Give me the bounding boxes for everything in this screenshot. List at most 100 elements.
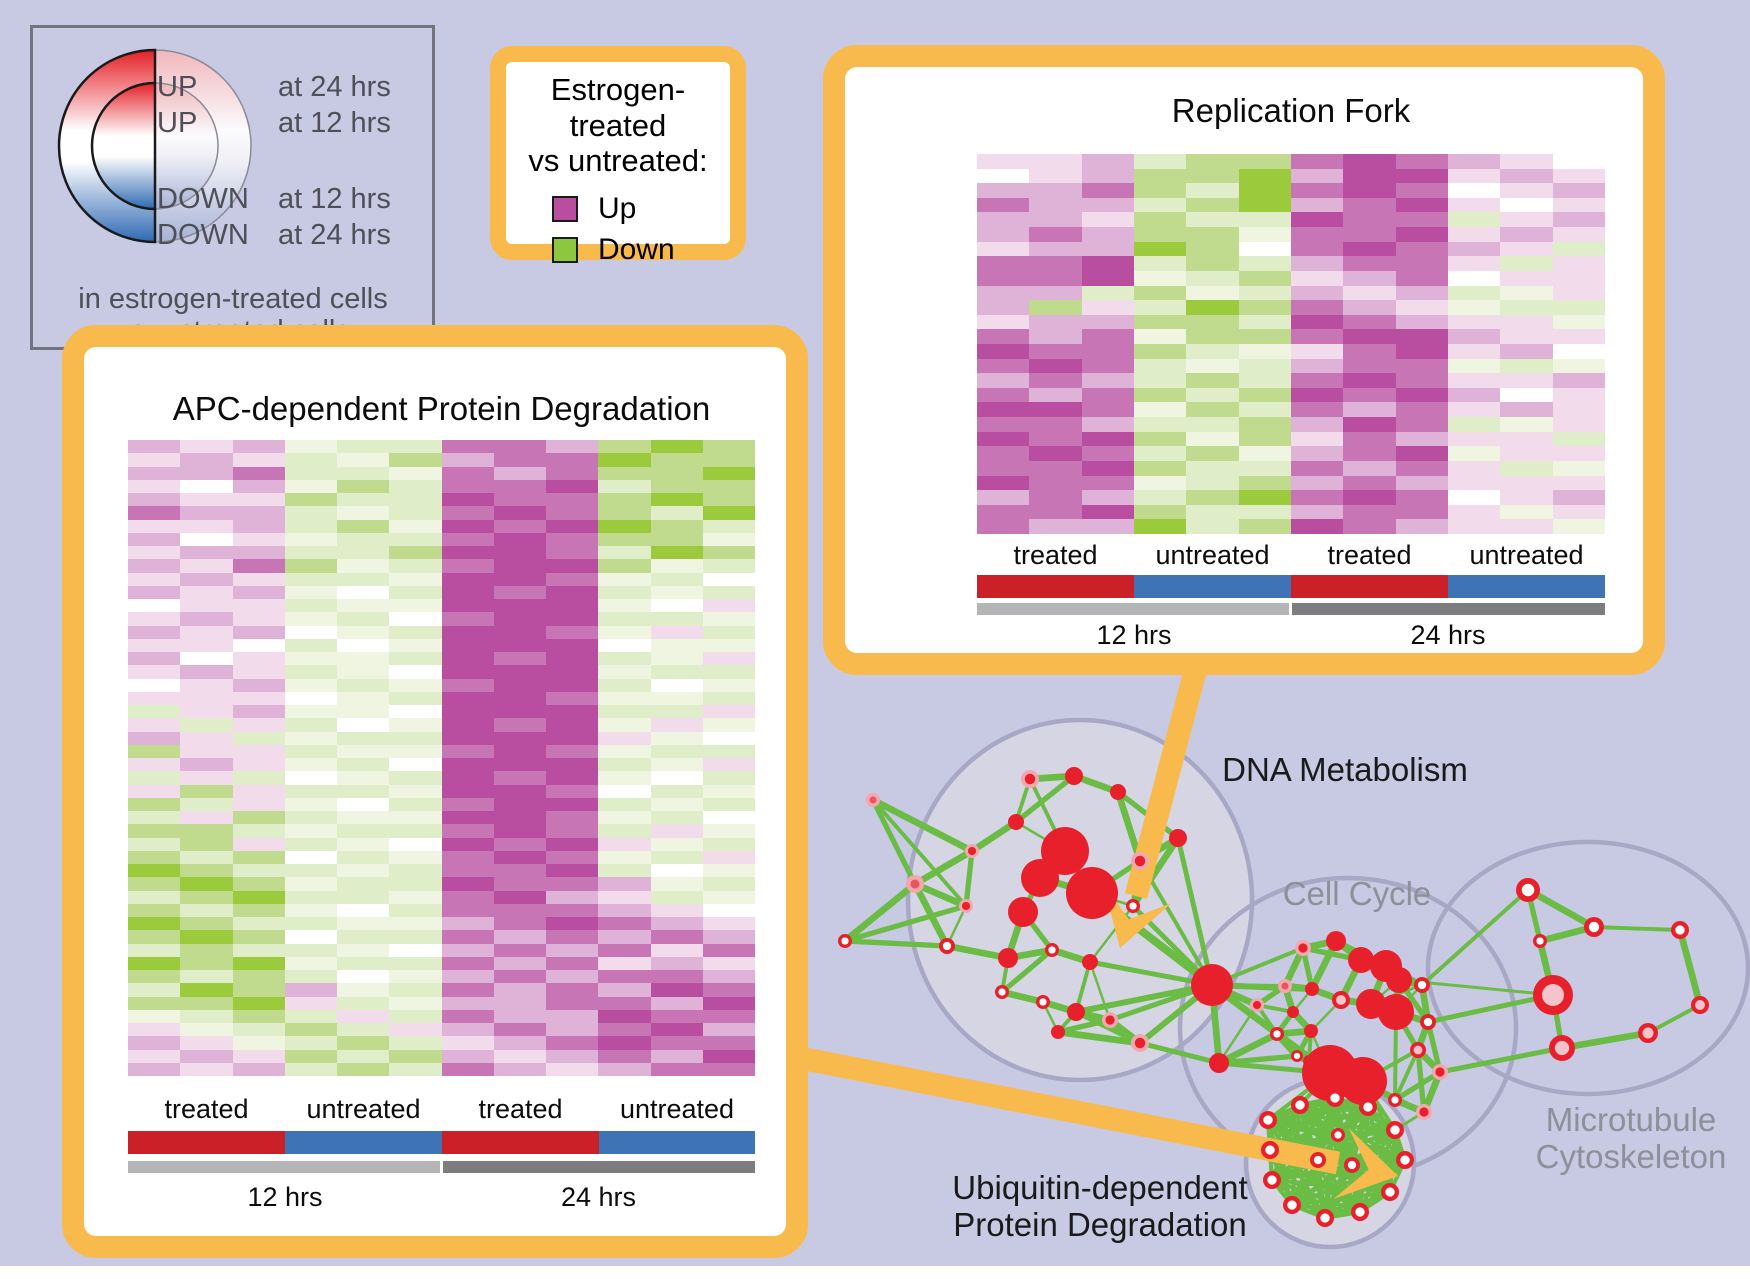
heatmap-cell — [598, 996, 651, 1010]
apc-group-label-4: untreated — [619, 1094, 735, 1124]
heatmap-cell — [232, 1009, 285, 1023]
network-node-center — [1334, 1131, 1342, 1139]
heatmap-cell — [493, 559, 546, 573]
heatmap-cell — [441, 797, 494, 811]
heatmap-cell — [650, 930, 703, 944]
heatmap-cell — [598, 479, 651, 493]
heatmap-cell — [1081, 446, 1134, 461]
heatmap-cell — [702, 665, 755, 679]
heatmap-cell — [1081, 197, 1134, 213]
network-node — [1110, 784, 1126, 800]
heatmap-cell — [284, 917, 337, 931]
heatmap-cell — [128, 771, 181, 785]
heatmap-cell — [180, 440, 233, 454]
heatmap-cell — [337, 466, 390, 480]
updown-title-line1: Estrogen-treated — [550, 72, 686, 143]
heatmap-cell — [702, 599, 755, 613]
heatmap-cell — [1081, 300, 1134, 315]
heatmap-cell — [337, 930, 390, 944]
network-edge — [871, 797, 974, 854]
heatmap-cell — [441, 519, 494, 533]
heatmap-cell — [1395, 446, 1448, 461]
heatmap-cell — [1447, 314, 1501, 330]
heatmap-cell — [180, 930, 233, 944]
heatmap-cell — [1238, 417, 1291, 432]
heatmap-cell — [546, 718, 599, 732]
heatmap-cell — [1186, 197, 1239, 213]
heatmap-cell — [702, 612, 755, 626]
network-node-center — [1336, 995, 1346, 1005]
heatmap-cell — [1081, 285, 1134, 301]
up-swatch — [552, 195, 578, 222]
heatmap-cell — [1343, 256, 1396, 271]
heatmap-cell — [493, 943, 546, 957]
heatmap-cell — [284, 546, 337, 560]
network-edge — [1526, 887, 1596, 930]
heatmap-cell — [598, 784, 651, 798]
heatmap-cell — [1238, 490, 1291, 505]
heatmap-cell — [1343, 241, 1396, 257]
heatmap-cell — [1447, 446, 1501, 461]
network-node-center — [961, 901, 971, 911]
heatmap-cell — [389, 572, 442, 586]
heatmap-cell — [1343, 168, 1396, 184]
heatmap-cell — [128, 652, 181, 666]
microtubule-label-line1: Microtubule — [1545, 1101, 1717, 1138]
heatmap-cell — [232, 824, 285, 838]
heatmap-cell — [389, 493, 442, 507]
heatmap-cell — [546, 930, 599, 944]
heatmap-cell — [128, 744, 181, 758]
heatmap-cell — [389, 970, 442, 984]
heatmap-cell — [1447, 373, 1501, 388]
heatmap-cell — [128, 1023, 181, 1037]
heatmap-cell — [128, 519, 181, 533]
network-node-center — [1134, 855, 1146, 867]
heatmap-cell — [1343, 490, 1396, 505]
heatmap-cell — [1447, 344, 1501, 359]
heatmap-cell — [702, 864, 755, 878]
heatmap-cell — [128, 599, 181, 613]
heatmap-cell — [180, 519, 233, 533]
heatmap-cell — [702, 917, 755, 931]
heatmap-cell — [1081, 256, 1134, 271]
heatmap-cell — [1186, 431, 1239, 447]
heatmap-cell — [702, 572, 755, 586]
heatmap-cell — [546, 1036, 599, 1050]
heatmap-cell — [1133, 387, 1187, 403]
heatmap-cell — [1500, 519, 1553, 534]
heatmap-cell — [493, 917, 546, 931]
network-node — [1287, 1006, 1299, 1018]
heatmap-cell — [650, 599, 703, 613]
heatmap-cell — [441, 479, 494, 493]
heatmap-cell — [128, 546, 181, 560]
heatmap-cell — [1238, 168, 1291, 184]
heatmap-cell — [1552, 314, 1605, 330]
heatmap-cell — [702, 744, 755, 758]
heatmap-cell — [441, 758, 494, 772]
heatmap-cell — [232, 744, 285, 758]
heatmap-cell — [650, 559, 703, 573]
apc-12hrs-bar — [128, 1161, 440, 1173]
heatmap-cell — [232, 850, 285, 864]
heatmap-cell — [337, 691, 390, 705]
heatmap-cell — [1290, 373, 1344, 388]
heatmap-cell — [128, 837, 181, 851]
heatmap-cell — [598, 585, 651, 599]
heatmap-cell — [1081, 168, 1134, 184]
heatmap-cell — [389, 943, 442, 957]
network-edge — [1138, 859, 1214, 987]
heatmap-cell — [702, 1036, 755, 1050]
heatmap-cell — [1447, 183, 1501, 198]
heatmap-cell — [232, 599, 285, 613]
heatmap-cell — [702, 506, 755, 520]
heatmap-cell — [546, 758, 599, 772]
heatmap-cell — [284, 1062, 337, 1076]
heatmap-cell — [1447, 300, 1501, 315]
heatmap-cell — [232, 983, 285, 997]
heatmap-cell — [546, 479, 599, 493]
heatmap-cell — [702, 784, 755, 798]
heatmap-cell — [284, 996, 337, 1010]
heatmap-cell — [598, 731, 651, 745]
heatmap-cell — [1500, 475, 1553, 491]
heatmap-cell — [546, 466, 599, 480]
